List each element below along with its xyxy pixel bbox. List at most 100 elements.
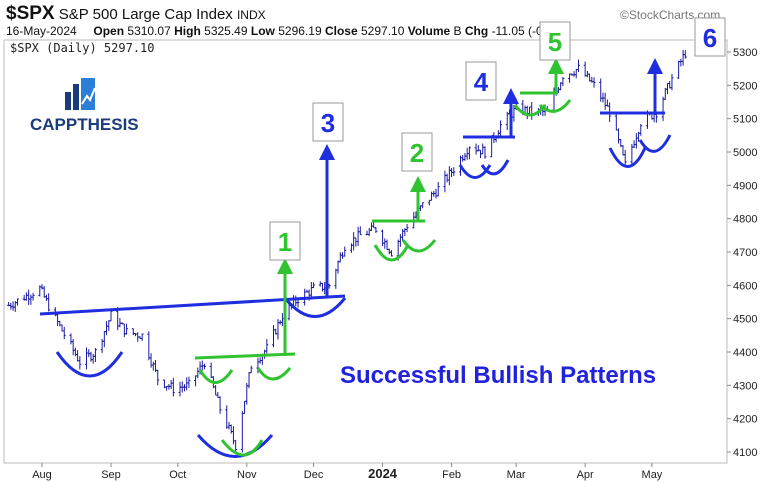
y-tick-label: 4200 bbox=[733, 414, 757, 426]
price-bar bbox=[639, 123, 643, 136]
high-value: 5325.49 bbox=[204, 24, 248, 38]
price-bars bbox=[7, 49, 687, 453]
capp-thesis-logo: CAPPTHESIS bbox=[30, 78, 139, 134]
x-tick-label: Aug bbox=[32, 469, 52, 481]
svg-text:2: 2 bbox=[410, 138, 424, 168]
svg-text:1: 1 bbox=[278, 227, 292, 257]
x-tick-label: Nov bbox=[237, 469, 257, 481]
cup-right-shoulder bbox=[283, 297, 347, 318]
price-bar bbox=[78, 356, 82, 370]
low-value: 5296.19 bbox=[278, 24, 322, 38]
price-bar bbox=[156, 369, 160, 386]
chg-label: Chg bbox=[464, 24, 489, 38]
x-tick-label: Dec bbox=[304, 469, 324, 481]
price-bar bbox=[312, 282, 316, 289]
price-bar bbox=[16, 298, 20, 306]
y-tick-label: 4500 bbox=[733, 314, 757, 326]
annotation-title: Successful Bullish Patterns bbox=[340, 362, 656, 389]
y-tick-label: 4300 bbox=[733, 380, 757, 392]
neckline-green-1 bbox=[194, 352, 296, 360]
y-tick-label: 5200 bbox=[733, 80, 757, 92]
y-tick-label: 4900 bbox=[733, 180, 757, 192]
price-bar bbox=[499, 120, 503, 138]
y-tick-label: 5000 bbox=[733, 147, 757, 159]
price-bar bbox=[140, 333, 144, 341]
y-tick-label: 4400 bbox=[733, 347, 757, 359]
price-bar bbox=[31, 292, 35, 301]
neckline-blue-1 bbox=[39, 294, 346, 316]
svg-text:6: 6 bbox=[703, 23, 717, 53]
svg-text:5: 5 bbox=[548, 27, 562, 57]
plot-frame bbox=[3, 39, 728, 464]
cup-left-shoulder bbox=[55, 351, 124, 378]
price-bar bbox=[249, 365, 253, 374]
y-tick-label: 4700 bbox=[733, 247, 757, 259]
high-label: High bbox=[174, 24, 201, 38]
price-bar bbox=[218, 396, 222, 414]
x-tick-label: Mar bbox=[507, 469, 526, 481]
cup-head-green bbox=[220, 439, 264, 457]
volume-value: B bbox=[453, 24, 462, 38]
price-bar bbox=[187, 376, 191, 388]
price-bar bbox=[171, 377, 175, 397]
y-tick-label: 4800 bbox=[733, 214, 757, 226]
price-bar bbox=[389, 250, 393, 257]
open-value: 5310.07 bbox=[127, 24, 171, 38]
price-bar bbox=[436, 182, 440, 197]
logo-text: CAPPTHESIS bbox=[30, 115, 139, 134]
open-label: Open bbox=[93, 24, 125, 38]
price-bar bbox=[125, 323, 129, 335]
price-bar bbox=[670, 74, 674, 91]
quote-date: 16-May-2024 bbox=[6, 24, 77, 38]
y-tick-label: 5100 bbox=[733, 114, 757, 126]
x-tick-label: Sep bbox=[101, 469, 121, 481]
price-bar bbox=[561, 77, 565, 87]
price-bar bbox=[683, 50, 687, 59]
price-bar bbox=[467, 146, 471, 160]
price-bar bbox=[623, 149, 627, 167]
y-tick-label: 5300 bbox=[733, 47, 757, 59]
x-tick-label: May bbox=[642, 469, 663, 481]
price-bar bbox=[483, 146, 487, 159]
pattern-annotations bbox=[39, 58, 672, 458]
legend-text: $SPX (Daily) 5297.10 bbox=[10, 41, 155, 55]
index-name: S&P 500 Large Cap Index bbox=[58, 6, 233, 23]
exchange: INDX bbox=[236, 8, 266, 22]
price-bar bbox=[265, 339, 269, 354]
price-bar bbox=[592, 77, 596, 88]
cup-green-left bbox=[198, 369, 234, 384]
price-bar bbox=[374, 227, 378, 234]
y-axis: 4100 4200 4300 4400 4500 4600 4700 4800 4900 5000… bbox=[727, 47, 757, 459]
close-value: 5297.10 bbox=[361, 24, 405, 38]
low-label: Low bbox=[250, 24, 275, 38]
symbol: $SPX bbox=[6, 3, 55, 24]
price-bar bbox=[47, 293, 51, 312]
close-label: Close bbox=[324, 24, 358, 38]
svg-text:4: 4 bbox=[474, 67, 489, 97]
cup-head bbox=[196, 434, 274, 458]
price-bar bbox=[452, 167, 456, 176]
price-bar bbox=[358, 226, 362, 236]
title-line: $SPX S&P 500 Large Cap Index INDX bbox=[6, 3, 266, 25]
price-bar bbox=[296, 300, 300, 308]
price-bar bbox=[202, 363, 206, 370]
price-bar bbox=[405, 224, 409, 233]
svg-text:3: 3 bbox=[321, 108, 335, 138]
x-tick-label: 2024 bbox=[368, 466, 398, 481]
price-bar bbox=[109, 309, 113, 322]
label-box-5: 5 bbox=[539, 21, 571, 61]
price-bar bbox=[343, 246, 347, 257]
x-tick-label: Oct bbox=[169, 469, 186, 481]
label-box-4: 4 bbox=[465, 61, 497, 101]
y-tick-label: 4600 bbox=[733, 280, 757, 292]
x-axis: Aug Sep Oct Nov Dec 2024 Feb Mar Apr May bbox=[32, 463, 663, 481]
price-bar bbox=[234, 439, 238, 453]
label-box-1: 1 bbox=[269, 221, 301, 261]
x-tick-label: Apr bbox=[577, 469, 594, 481]
price-bar bbox=[421, 202, 425, 209]
price-bar bbox=[93, 348, 97, 363]
label-box-3: 3 bbox=[312, 102, 344, 142]
price-bar bbox=[62, 326, 66, 340]
